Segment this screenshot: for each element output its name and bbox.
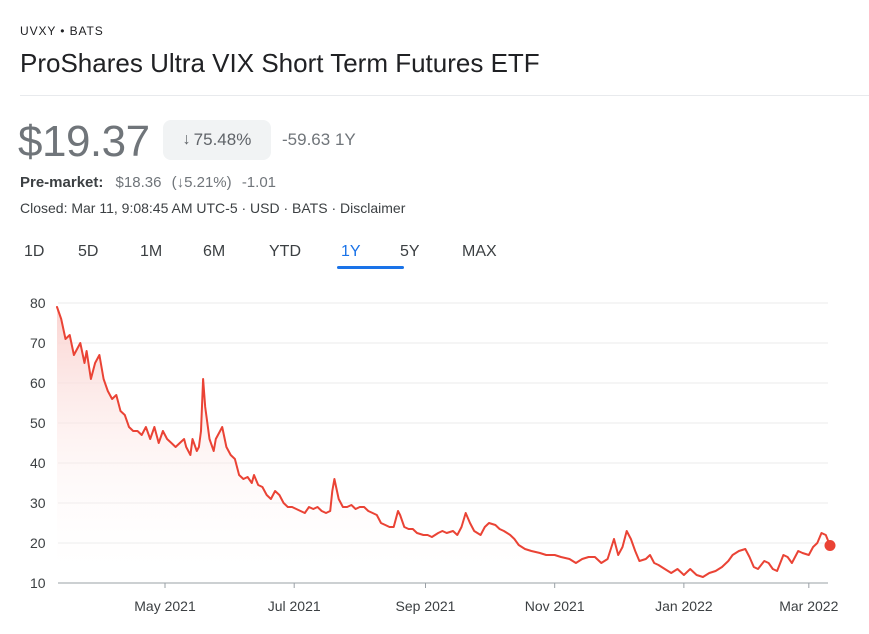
tab-ytd[interactable]: YTD: [269, 243, 301, 260]
x-tick-label: Nov 2021: [525, 598, 585, 614]
ticker-exchange: UVXY • BATS: [20, 24, 104, 38]
series-line: [56, 306, 831, 578]
x-tick-label: Sep 2021: [396, 598, 456, 614]
tab-1d[interactable]: 1D: [24, 243, 45, 260]
price-chart[interactable]: 10 20 30 40 50 60 70 80 May 2021 Jul 2021 Sep 202…: [0, 285, 869, 634]
x-tick-label: Jul 2021: [268, 598, 321, 614]
y-tick-label: 30: [30, 495, 46, 511]
premarket-change: -1.01: [241, 174, 277, 191]
absolute-change-value: -59.63: [282, 130, 331, 149]
premarket-percent: (↓5.21%): [171, 174, 232, 191]
premarket-price: $18.36: [115, 174, 162, 191]
percent-change-value: 75.48%: [193, 130, 252, 149]
y-tick-label: 80: [30, 295, 46, 311]
y-tick-label: 20: [30, 535, 46, 551]
tab-6m[interactable]: 6M: [203, 243, 226, 260]
last-point-marker: [824, 540, 836, 552]
y-tick-label: 50: [30, 415, 46, 431]
tab-5d[interactable]: 5D: [78, 243, 99, 260]
range-tabs: 1D 5D 1M 6M YTD 1Y 5Y MAX: [24, 241, 512, 269]
tab-1m[interactable]: 1M: [140, 243, 163, 260]
x-tick-label: Mar 2022: [779, 598, 838, 614]
y-tick-label: 10: [30, 575, 46, 591]
fund-name: ProShares Ultra VIX Short Term Futures E…: [20, 48, 540, 78]
tab-max[interactable]: MAX: [462, 243, 497, 260]
y-tick-label: 40: [30, 455, 46, 471]
x-axis: May 2021 Jul 2021 Sep 2021 Nov 2021 Jan 2022…: [134, 583, 839, 614]
down-arrow-icon: ↓: [182, 131, 191, 148]
x-tick-label: May 2021: [134, 598, 196, 614]
premarket-label: Pre-market:: [20, 174, 104, 191]
change-period: 1Y: [334, 130, 356, 149]
x-tick-label: Jan 2022: [655, 598, 713, 614]
y-tick-label: 70: [30, 335, 46, 351]
current-price: $19.37: [18, 117, 150, 166]
series: [56, 306, 836, 583]
series-area: [57, 307, 830, 583]
tab-5y[interactable]: 5Y: [400, 243, 420, 260]
y-axis: 10 20 30 40 50 60 70 80: [30, 295, 46, 591]
absolute-change: -59.63 1Y: [282, 130, 356, 150]
market-status: Closed: Mar 11, 9:08:45 AM UTC-5 · USD ·…: [20, 200, 406, 216]
premarket-row: Pre-market: $18.36 (↓5.21%) -1.01: [20, 174, 276, 191]
header-divider: [20, 95, 869, 96]
tab-1y[interactable]: 1Y: [337, 241, 404, 269]
y-tick-label: 60: [30, 375, 46, 391]
percent-change-chip: ↓ 75.48%: [163, 120, 271, 160]
